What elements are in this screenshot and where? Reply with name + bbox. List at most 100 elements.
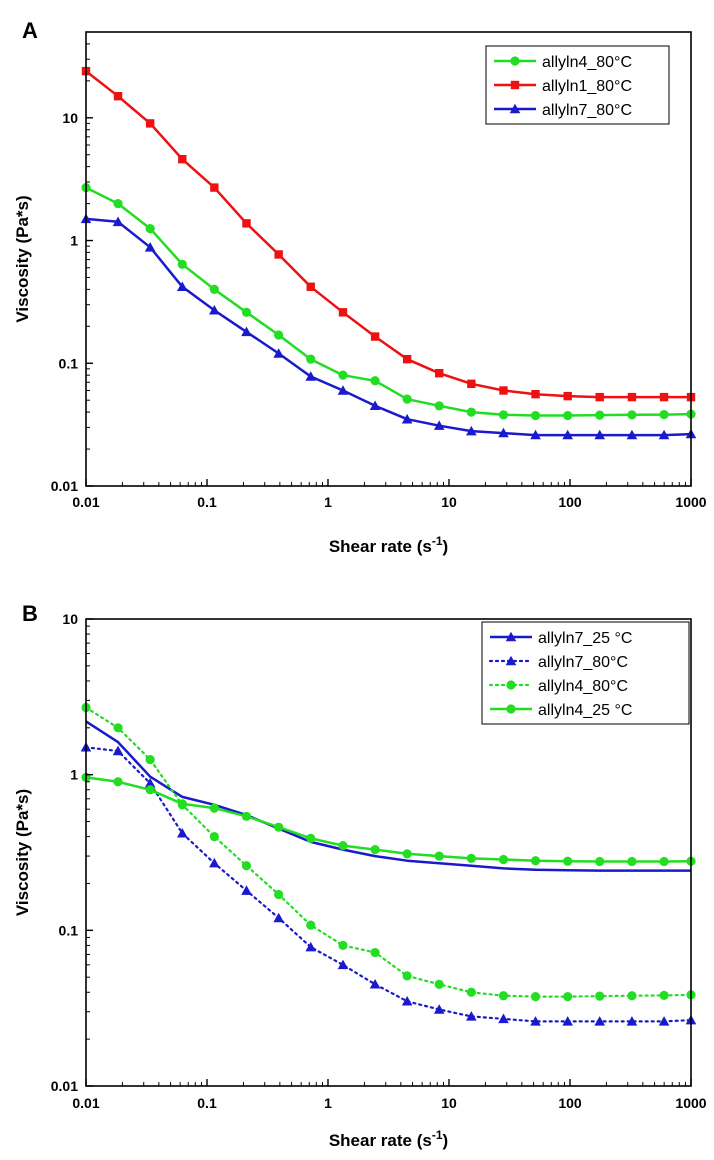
data-point <box>435 368 444 378</box>
data-point <box>241 861 252 871</box>
series-line-allyln7_80°C <box>84 746 693 1023</box>
data-point <box>594 1016 605 1026</box>
legend-marker <box>506 704 516 714</box>
data-point <box>338 308 348 317</box>
data-point <box>338 940 348 951</box>
data-point <box>659 392 669 402</box>
data-point <box>626 429 638 440</box>
data-point <box>595 991 605 1001</box>
data-point <box>627 856 637 867</box>
panel-letter: A <box>22 18 38 43</box>
data-point <box>112 216 124 227</box>
y-tick-label: 0.1 <box>59 355 79 371</box>
data-point <box>177 828 188 838</box>
data-point <box>595 410 605 420</box>
data-point <box>562 1016 573 1026</box>
data-point <box>402 849 412 859</box>
data-point <box>594 429 605 440</box>
x-axis-title: Shear rate (s-1) <box>329 534 448 556</box>
data-point <box>627 991 637 1001</box>
data-point <box>338 370 348 380</box>
data-point <box>306 833 316 843</box>
y-tick-label: 10 <box>62 110 78 126</box>
data-point <box>466 1011 477 1021</box>
y-axis-title: Viscosity (Pa*s) <box>13 195 32 322</box>
data-point <box>145 224 155 234</box>
data-point <box>626 1016 638 1026</box>
legend-marker <box>510 56 520 66</box>
data-point <box>210 183 219 192</box>
data-point <box>209 803 219 813</box>
data-point <box>563 391 572 401</box>
data-point <box>337 959 349 970</box>
legend-marker <box>505 631 517 642</box>
x-tick-label: 1000 <box>675 494 706 510</box>
data-point <box>113 198 123 209</box>
data-point <box>242 219 251 228</box>
series-line-allyln4_80°C <box>84 706 693 998</box>
data-point <box>144 778 156 788</box>
x-tick-label: 100 <box>558 1095 582 1111</box>
data-point <box>241 885 252 895</box>
data-point <box>563 856 573 866</box>
data-point <box>337 385 349 395</box>
x-tick-label: 0.1 <box>197 1095 217 1111</box>
data-point <box>370 947 380 958</box>
data-point <box>370 332 380 341</box>
y-tick-label: 1 <box>70 767 78 783</box>
data-point <box>113 91 123 101</box>
data-point <box>498 991 509 1001</box>
x-tick-label: 10 <box>441 494 457 510</box>
data-point <box>401 413 413 424</box>
data-point <box>434 401 444 411</box>
plot-frame <box>85 31 692 487</box>
data-point <box>498 854 509 865</box>
data-point <box>144 242 156 252</box>
data-point <box>274 889 284 900</box>
plot-frame <box>85 618 692 1087</box>
data-point <box>434 851 444 861</box>
legend-box <box>481 621 690 725</box>
data-point <box>209 832 219 842</box>
data-point <box>306 920 316 930</box>
y-tick-label: 10 <box>62 611 78 627</box>
data-point <box>241 811 252 821</box>
data-point <box>627 410 637 420</box>
data-point <box>434 979 444 989</box>
data-point <box>498 1013 509 1024</box>
data-point <box>466 853 476 863</box>
data-point <box>498 410 509 420</box>
legend: allyln7_25 °C allyln7_80°C allyln4_80°Call… <box>481 621 690 725</box>
panel-letter: B <box>22 601 38 626</box>
data-point <box>145 785 155 795</box>
x-tick-label: 0.1 <box>197 494 217 510</box>
data-point <box>273 912 284 923</box>
x-tick-label: 0.01 <box>72 494 99 510</box>
data-point <box>274 250 283 259</box>
data-point <box>498 427 509 438</box>
legend-label: allyln4_25 °C <box>538 702 632 719</box>
data-point <box>113 777 123 787</box>
data-point <box>306 282 315 291</box>
panel-a-chart: A 0.01 0.1 1 10 100 1000 0.01 0.1 1 10 Shear rate (… <box>13 18 707 556</box>
legend-label: allyln4_80°C <box>538 678 628 695</box>
data-point <box>145 119 155 128</box>
data-point <box>433 420 445 430</box>
data-point <box>177 259 187 269</box>
data-point <box>370 845 380 855</box>
x-axis-title: Shear rate (s-1) <box>329 1128 448 1150</box>
x-tick-label: 1 <box>324 494 332 510</box>
data-point <box>530 429 541 440</box>
legend-label: allyln7_80°C <box>542 102 632 119</box>
legend-marker <box>505 655 517 666</box>
legend-label: allyln4_80°C <box>542 54 632 71</box>
x-tick-label: 1000 <box>675 1095 706 1111</box>
data-point <box>563 410 573 421</box>
panel-b-chart: B 0.01 0.1 1 10 100 1000 0.01 0.1 1 10 Shear rate (… <box>13 601 707 1150</box>
data-point <box>369 979 381 989</box>
data-point <box>306 354 316 364</box>
series-line-allyln7_80°C <box>85 217 692 437</box>
data-point <box>595 856 605 867</box>
x-tick-label: 1 <box>324 1095 332 1111</box>
